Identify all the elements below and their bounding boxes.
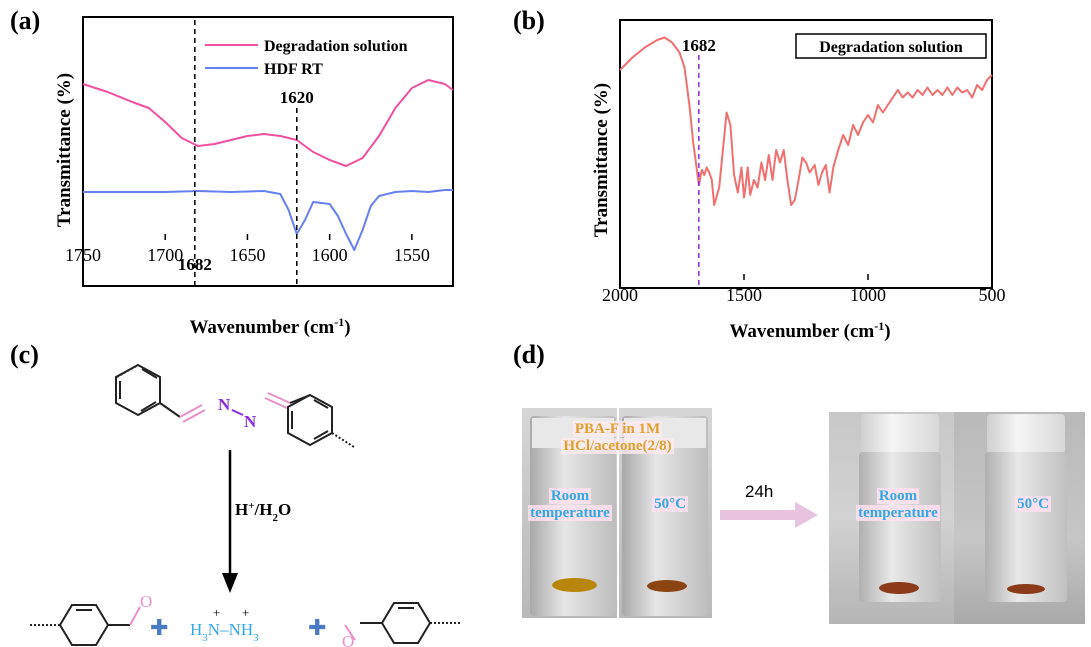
cond-room-after: Room temperature [843,488,953,522]
chart-a-ylabel: Transmittance (%) [54,73,75,227]
legend-a-degradation: Degradation solution [264,38,408,55]
legend-a-hdf: HDF RT [264,61,323,78]
series-line-0 [620,38,992,206]
annotation-label-1682: 1682 [682,36,716,55]
sample-label: PBA-F in 1M HCl/acetone(2/8) [540,421,695,455]
chart-b-xlabel: Wavenumber (cm-1) [729,319,890,342]
hydrazine-charge-2: + [242,605,249,620]
series-line-1 [83,190,453,250]
annotation-label-1682: 1682 [178,255,212,274]
chart-a-legend: Degradation solution HDF RT [205,38,408,78]
residue-1 [552,578,597,592]
xtick-label-1500: 1500 [726,285,762,305]
residue-4 [1007,584,1045,594]
plus-sign-2: ✚ [308,615,326,640]
reaction-conditions: H+/H2O [235,500,291,524]
cond-50-before: 50°C [640,496,700,513]
aldehyde-o-right: O [342,632,354,647]
chart-b-ylabel: Transmittance (%) [591,83,612,237]
xtick-label-1550: 1550 [394,245,430,265]
vial-4 [987,414,1065,454]
chart-b-legend: Degradation solution [796,34,986,58]
azine-molecule [116,365,354,447]
hydrazine-charge-1: + [213,605,220,620]
series-line-0 [83,80,453,166]
xtick-label-1000: 1000 [850,285,886,305]
residue-2 [647,580,687,592]
xtick-label-2000: 2000 [602,285,638,305]
azine-n1: N [218,395,231,414]
reaction-scheme: N N H+/H2O O ✚ H3N–NH3 + + ✚ O [20,355,500,647]
time-arrow [720,500,820,530]
plus-sign-1: ✚ [150,615,168,640]
aldehyde-right [345,603,460,643]
chart-b: 2000 1500 1000 500 1682 Transmittance (%) W… [510,0,1030,345]
vial-3 [861,414,939,454]
cond-room-before: Room temperature [522,488,618,522]
annotation-label-1620: 1620 [280,88,314,107]
azine-n2: N [244,412,257,431]
arrow-label: 24h [745,482,773,502]
cond-50-after: 50°C [1003,496,1063,513]
chart-a-xlabel: Wavenumber (cm-1) [189,315,350,338]
residue-3 [879,582,919,594]
xtick-label-1600: 1600 [312,245,348,265]
legend-b-degradation: Degradation solution [819,39,963,56]
chart-b-frame [620,20,992,288]
aldehyde-left [30,605,140,645]
hydrazine: H3N–NH3 [190,620,259,644]
xtick-label-500: 500 [979,285,1006,305]
aldehyde-o-left: O [140,592,152,611]
xtick-label-1650: 1650 [229,245,265,265]
xtick-label-1750: 1750 [65,245,101,265]
